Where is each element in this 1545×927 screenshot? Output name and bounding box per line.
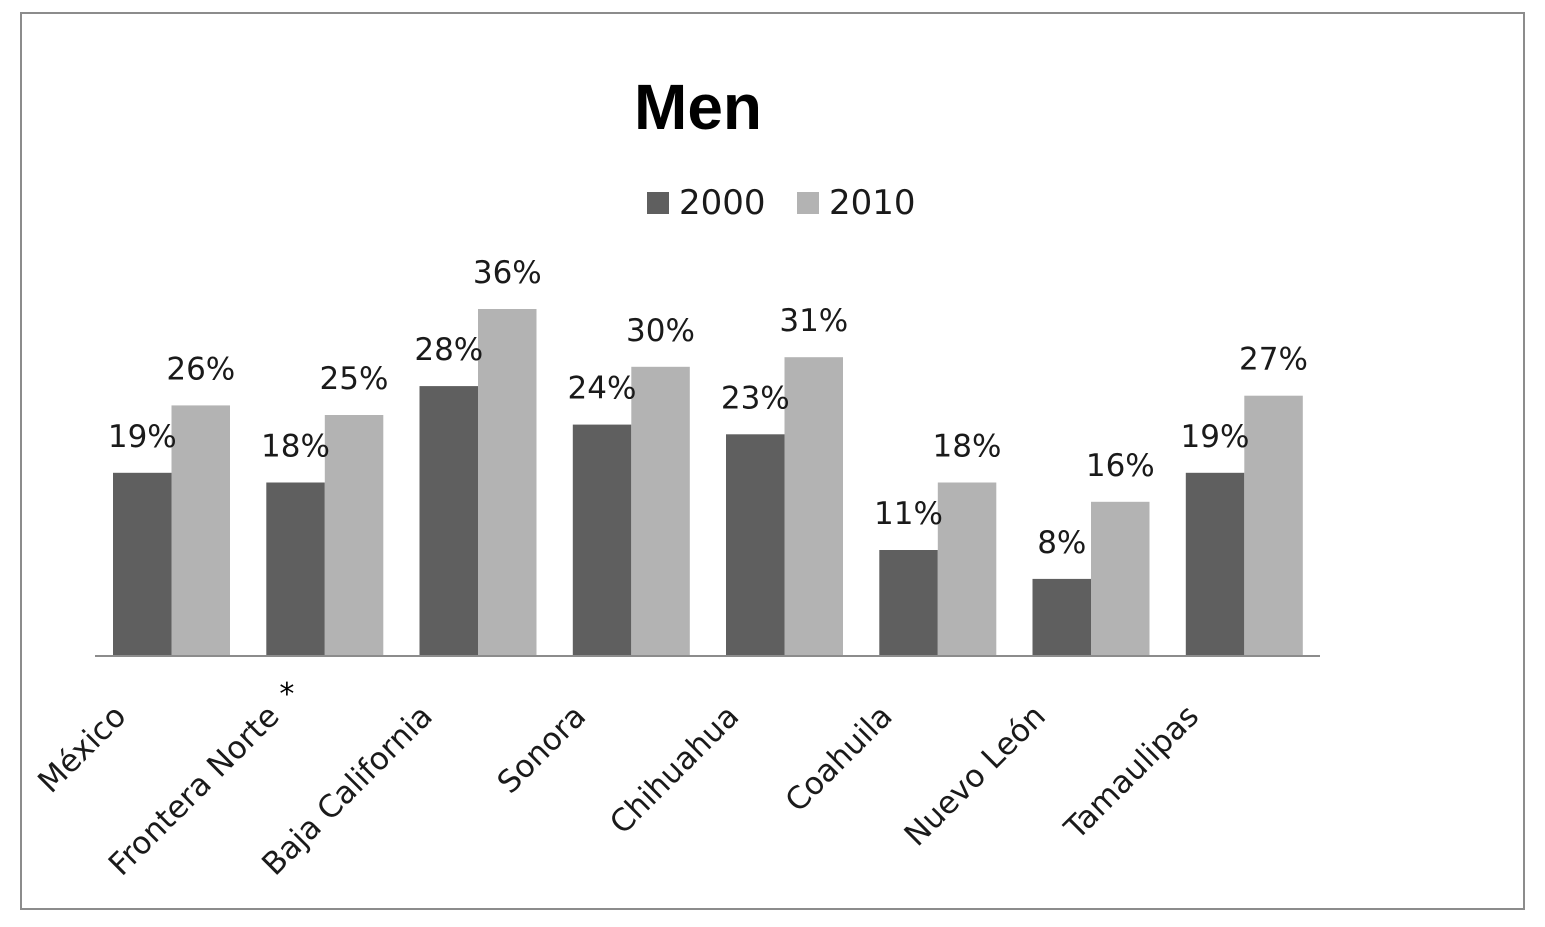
bar-chihuahua-2000 xyxy=(726,434,785,656)
category-label-sonora: Sonora xyxy=(491,698,594,801)
data-label-mexico-2000: 19% xyxy=(108,419,177,455)
data-label-mexico-2010: 26% xyxy=(166,351,235,387)
bar-sonora-2000 xyxy=(572,424,632,656)
data-label-sonora-2010: 30% xyxy=(626,313,695,349)
bar-chart: Men 19% 26% 18% 25% 28% 36% 24% 30% 23% 31% 11% 18%… xyxy=(31,71,1320,883)
data-label-frontera-norte-2010: 25% xyxy=(320,361,389,397)
category-footnote-marker: * xyxy=(279,677,294,712)
bar-tamaulipas-2010 xyxy=(1244,395,1303,656)
bar-chihuahua-2010 xyxy=(784,357,843,656)
legend-swatch-2000 xyxy=(647,192,669,214)
legend-swatch-2010 xyxy=(797,192,819,214)
data-labels-layer: 19% 26% 18% 25% 28% 36% 24% 30% 23% 31% 11% 18% 8% 16… xyxy=(108,255,1308,561)
data-label-frontera-norte-2000: 18% xyxy=(261,429,330,465)
bar-baja-california-2000 xyxy=(419,386,478,656)
chart-title: Men xyxy=(634,71,762,143)
bar-mexico-2010 xyxy=(171,405,230,656)
legend: 2000 2010 xyxy=(647,183,916,223)
data-label-tamaulipas-2000: 19% xyxy=(1181,419,1250,455)
data-label-baja-california-2000: 28% xyxy=(414,332,483,368)
data-label-nuevo-leon-2000: 8% xyxy=(1037,525,1086,561)
category-label-mexico: México xyxy=(31,698,133,800)
bar-sonora-2010 xyxy=(631,366,690,656)
data-label-nuevo-leon-2010: 16% xyxy=(1086,448,1155,484)
bar-mexico-2000 xyxy=(113,472,172,656)
data-label-chihuahua-2010: 31% xyxy=(779,303,848,339)
bar-nuevo-leon-2010 xyxy=(1091,501,1150,656)
bar-frontera-norte-2010 xyxy=(324,415,384,656)
bar-nuevo-leon-2000 xyxy=(1032,578,1091,656)
category-label-nuevo-leon: Nuevo León xyxy=(898,698,1053,853)
data-label-tamaulipas-2010: 27% xyxy=(1239,342,1308,378)
bar-frontera-norte-2000 xyxy=(266,482,325,656)
data-label-coahuila-2000: 11% xyxy=(874,496,943,532)
legend-label-2000: 2000 xyxy=(679,183,766,223)
legend-label-2010: 2010 xyxy=(829,183,916,223)
chart-frame: Men 19% 26% 18% 25% 28% 36% 24% 30% 23% 31% 11% 18%… xyxy=(20,12,1525,910)
bar-tamaulipas-2000 xyxy=(1185,472,1245,656)
bar-baja-california-2010 xyxy=(478,309,537,656)
category-label-tamaulipas: Tamaulipas xyxy=(1057,698,1206,847)
bars-layer xyxy=(113,309,1303,656)
data-label-sonora-2000: 24% xyxy=(568,371,637,407)
data-label-chihuahua-2000: 23% xyxy=(721,380,790,416)
category-label-coahuila: Coahuila xyxy=(779,698,900,819)
bar-coahuila-2010 xyxy=(937,482,997,656)
data-label-coahuila-2010: 18% xyxy=(933,429,1002,465)
bar-coahuila-2000 xyxy=(879,550,938,656)
category-label-chihuahua: Chihuahua xyxy=(603,698,746,841)
data-label-baja-california-2010: 36% xyxy=(473,255,542,291)
